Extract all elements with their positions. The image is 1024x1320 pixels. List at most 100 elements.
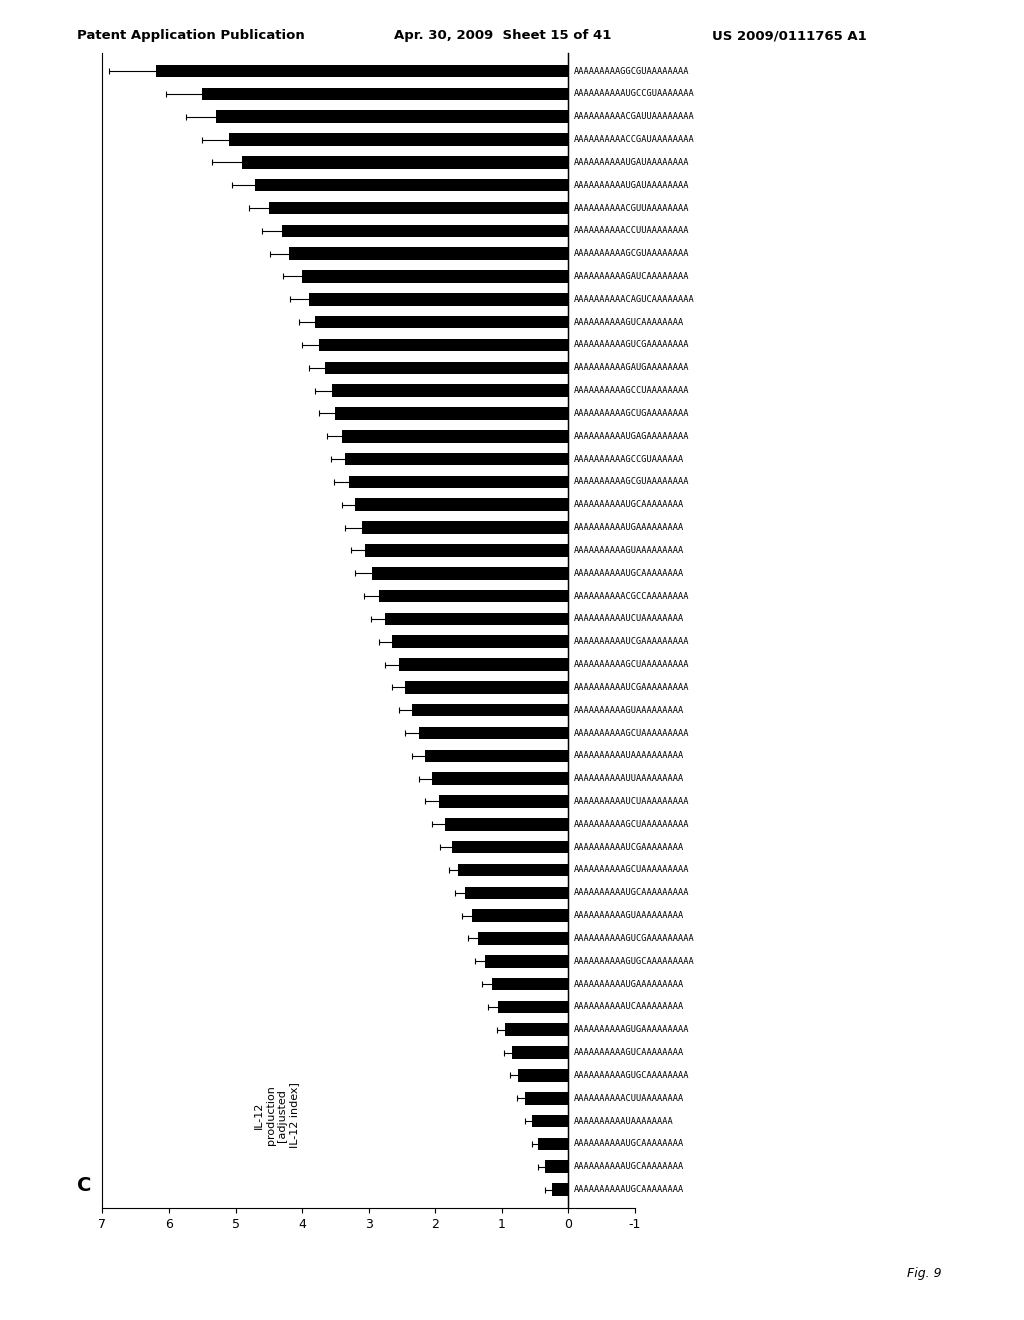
Bar — [289, 247, 568, 260]
Bar — [385, 612, 568, 626]
Text: AAAAAAAAAGGCGUAAAAAAAA: AAAAAAAAAGGCGUAAAAAAAA — [573, 66, 689, 75]
Text: AAAAAAAAAAGUAAAAAAAAA: AAAAAAAAAAGUAAAAAAAAA — [573, 546, 684, 554]
Text: AAAAAAAAAAUGAAAAAAAAA: AAAAAAAAAAUGAAAAAAAAA — [573, 523, 684, 532]
Bar — [425, 750, 568, 762]
Text: AAAAAAAAAAUCUAAAAAAAAA: AAAAAAAAAAUCUAAAAAAAAA — [573, 797, 689, 807]
Bar — [465, 887, 568, 899]
Bar — [229, 133, 568, 145]
Bar — [459, 863, 568, 876]
Text: Apr. 30, 2009  Sheet 15 of 41: Apr. 30, 2009 Sheet 15 of 41 — [394, 29, 611, 42]
Text: AAAAAAAAAAGUCAAAAAAAA: AAAAAAAAAAGUCAAAAAAAA — [573, 1048, 684, 1057]
Bar — [485, 954, 568, 968]
Text: AAAAAAAAAACCGAUAAAAAAAA: AAAAAAAAAACCGAUAAAAAAAA — [573, 135, 694, 144]
Text: AAAAAAAAAAUCUAAAAAAAA: AAAAAAAAAAUCUAAAAAAAA — [573, 614, 684, 623]
Text: AAAAAAAAAAGCUAAAAAAAAA: AAAAAAAAAAGCUAAAAAAAAA — [573, 729, 689, 738]
Bar — [372, 568, 568, 579]
Text: AAAAAAAAAAGCCGUAAAAAA: AAAAAAAAAAGCCGUAAAAAA — [573, 454, 684, 463]
Bar — [315, 315, 568, 329]
Text: AAAAAAAAAAUGCAAAAAAAA: AAAAAAAAAAUGCAAAAAAAA — [573, 1139, 684, 1148]
Bar — [332, 384, 568, 397]
Bar — [499, 1001, 568, 1014]
Text: AAAAAAAAAAUGAAAAAAAAA: AAAAAAAAAAUGAAAAAAAAA — [573, 979, 684, 989]
Text: AAAAAAAAAAUGCAAAAAAAA: AAAAAAAAAAUGCAAAAAAAA — [573, 1185, 684, 1195]
Text: AAAAAAAAAACGUUAAAAAAAA: AAAAAAAAAACGUUAAAAAAAA — [573, 203, 689, 213]
Bar — [531, 1115, 568, 1127]
Text: AAAAAAAAAAGUGAAAAAAAAA: AAAAAAAAAAGUGAAAAAAAAA — [573, 1026, 689, 1035]
Text: AAAAAAAAAAUGAGAAAAAAAA: AAAAAAAAAAUGAGAAAAAAAA — [573, 432, 689, 441]
Text: AAAAAAAAAACAGUCAAAAAAAA: AAAAAAAAAACAGUCAAAAAAAA — [573, 294, 694, 304]
Bar — [326, 362, 568, 374]
Bar — [452, 841, 568, 854]
Text: AAAAAAAAAAGAUCAAAAAAAA: AAAAAAAAAAGAUCAAAAAAAA — [573, 272, 689, 281]
Text: AAAAAAAAAAGUAAAAAAAAA: AAAAAAAAAAGUAAAAAAAAA — [573, 706, 684, 714]
Text: AAAAAAAAAAGUCGAAAAAAAAA: AAAAAAAAAAGUCGAAAAAAAAA — [573, 935, 694, 942]
Bar — [256, 180, 568, 191]
Bar — [366, 544, 568, 557]
Bar — [512, 1047, 568, 1059]
Text: AAAAAAAAAAUGAUAAAAAAAA: AAAAAAAAAAUGAUAAAAAAAA — [573, 158, 689, 166]
Text: AAAAAAAAAAUGAUAAAAAAAA: AAAAAAAAAAUGAUAAAAAAAA — [573, 181, 689, 190]
Text: AAAAAAAAAAGCUAAAAAAAAA: AAAAAAAAAAGCUAAAAAAAAA — [573, 660, 689, 669]
Bar — [419, 727, 568, 739]
Text: Fig. 9: Fig. 9 — [907, 1267, 942, 1280]
Bar — [525, 1092, 568, 1105]
Text: AAAAAAAAAAUGCAAAAAAAA: AAAAAAAAAAUGCAAAAAAAA — [573, 500, 684, 510]
Text: AAAAAAAAAAGCCUAAAAAAAA: AAAAAAAAAAGCCUAAAAAAAA — [573, 387, 689, 395]
Bar — [318, 339, 568, 351]
Text: AAAAAAAAAAGUCAAAAAAAA: AAAAAAAAAAGUCAAAAAAAA — [573, 318, 684, 326]
Text: AAAAAAAAAAGUCGAAAAAAAA: AAAAAAAAAAGUCGAAAAAAAA — [573, 341, 689, 350]
Bar — [438, 795, 568, 808]
Text: AAAAAAAAAAUGCAAAAAAAAA: AAAAAAAAAAUGCAAAAAAAAA — [573, 888, 689, 898]
Text: AAAAAAAAAACGCCAAAAAAAA: AAAAAAAAAACGCCAAAAAAAA — [573, 591, 689, 601]
Text: AAAAAAAAAAGUAAAAAAAAA: AAAAAAAAAAGUAAAAAAAAA — [573, 911, 684, 920]
Bar — [156, 65, 568, 78]
Text: Patent Application Publication: Patent Application Publication — [77, 29, 304, 42]
Text: AAAAAAAAAAUUAAAAAAAAA: AAAAAAAAAAUUAAAAAAAAA — [573, 774, 684, 783]
Text: AAAAAAAAAAGCUGAAAAAAAA: AAAAAAAAAAGCUGAAAAAAAA — [573, 409, 689, 418]
Text: AAAAAAAAAAUCGAAAAAAAAA: AAAAAAAAAAUCGAAAAAAAAA — [573, 638, 689, 647]
Bar — [302, 271, 568, 282]
Bar — [398, 659, 568, 671]
Bar — [539, 1138, 568, 1150]
Text: AAAAAAAAAACUUAAAAAAAA: AAAAAAAAAACUUAAAAAAAA — [573, 1094, 684, 1102]
Bar — [552, 1183, 568, 1196]
Bar — [309, 293, 568, 306]
Text: IL-12
production
[adjusted
IL-12 index]: IL-12 production [adjusted IL-12 index] — [254, 1082, 299, 1148]
Text: AAAAAAAAAACGAUUAAAAAAAA: AAAAAAAAAACGAUUAAAAAAAA — [573, 112, 694, 121]
Text: AAAAAAAAAAGCGUAAAAAAAA: AAAAAAAAAAGCGUAAAAAAAA — [573, 249, 689, 259]
Text: AAAAAAAAAAUCGAAAAAAAAA: AAAAAAAAAAUCGAAAAAAAAA — [573, 682, 689, 692]
Text: AAAAAAAAAAGCUAAAAAAAAA: AAAAAAAAAAGCUAAAAAAAAA — [573, 866, 689, 874]
Text: AAAAAAAAAAGCUAAAAAAAAA: AAAAAAAAAAGCUAAAAAAAAA — [573, 820, 689, 829]
Bar — [269, 202, 568, 214]
Bar — [392, 635, 568, 648]
Bar — [445, 818, 568, 830]
Text: AAAAAAAAAAUAAAAAAAAAA: AAAAAAAAAAUAAAAAAAAAA — [573, 751, 684, 760]
Bar — [336, 407, 568, 420]
Text: AAAAAAAAAAGUGCAAAAAAAAA: AAAAAAAAAAGUGCAAAAAAAAA — [573, 957, 694, 966]
Text: AAAAAAAAAAUCAAAAAAAAA: AAAAAAAAAAUCAAAAAAAAA — [573, 1002, 684, 1011]
Bar — [545, 1160, 568, 1173]
Bar — [412, 704, 568, 717]
Bar — [518, 1069, 568, 1081]
Text: AAAAAAAAAAGCGUAAAAAAAA: AAAAAAAAAAGCGUAAAAAAAA — [573, 478, 689, 487]
Bar — [342, 430, 568, 442]
Bar — [379, 590, 568, 602]
Text: C: C — [77, 1176, 91, 1195]
Bar — [216, 111, 568, 123]
Text: AAAAAAAAAAUGCAAAAAAAA: AAAAAAAAAAUGCAAAAAAAA — [573, 1162, 684, 1171]
Bar — [406, 681, 568, 693]
Bar — [355, 499, 568, 511]
Text: US 2009/0111765 A1: US 2009/0111765 A1 — [712, 29, 866, 42]
Bar — [348, 475, 568, 488]
Text: AAAAAAAAAAUAAAAAAAA: AAAAAAAAAAUAAAAAAAA — [573, 1117, 673, 1126]
Bar — [432, 772, 568, 785]
Text: AAAAAAAAAAUGCCGUAAAAAAA: AAAAAAAAAAUGCCGUAAAAAAA — [573, 90, 694, 99]
Text: AAAAAAAAAACCUUAAAAAAAA: AAAAAAAAAACCUUAAAAAAAA — [573, 226, 689, 235]
Bar — [478, 932, 568, 945]
Bar — [242, 156, 568, 169]
Bar — [472, 909, 568, 921]
Bar — [203, 87, 568, 100]
Bar — [492, 978, 568, 990]
Bar — [345, 453, 568, 466]
Text: AAAAAAAAAAGUGCAAAAAAAA: AAAAAAAAAAGUGCAAAAAAAA — [573, 1071, 689, 1080]
